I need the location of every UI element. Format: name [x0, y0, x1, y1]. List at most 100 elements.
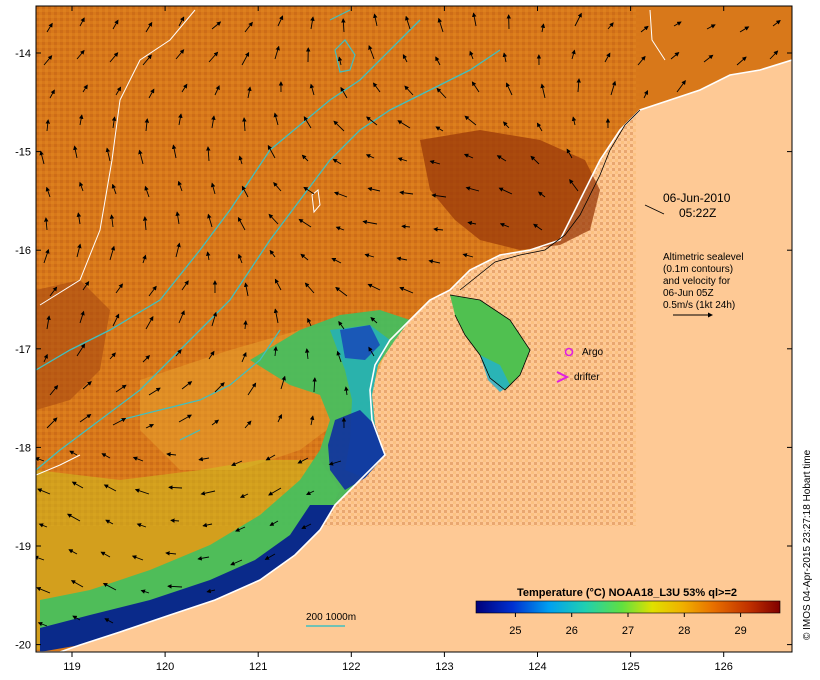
sst-hot-west — [36, 280, 110, 410]
velocity-arrow — [429, 160, 441, 165]
velocity-arrow — [145, 21, 153, 33]
velocity-arrow — [463, 153, 474, 159]
velocity-arrow — [333, 120, 345, 132]
y-tick-label: -14 — [15, 48, 31, 60]
velocity-arrow — [331, 258, 342, 264]
y-tick-label: -19 — [15, 541, 31, 553]
velocity-arrow — [328, 460, 342, 466]
velocity-arrow — [471, 81, 480, 93]
velocity-arrow — [309, 415, 315, 426]
velocity-arrow — [269, 249, 276, 258]
credit-text: © IMOS 04-Apr-2015 23:27:18 Hobart time — [802, 449, 813, 640]
velocity-arrow — [571, 116, 577, 126]
velocity-arrow — [210, 182, 216, 195]
velocity-arrow — [362, 219, 378, 225]
velocity-arrow — [367, 186, 381, 192]
velocity-arrow — [273, 182, 282, 192]
velocity-arrow — [437, 17, 444, 33]
drifter-label: drifter — [574, 372, 600, 383]
velocity-arrow — [502, 52, 508, 63]
velocity-arrow — [335, 226, 345, 231]
velocity-arrow — [230, 559, 243, 566]
velocity-arrow — [115, 86, 122, 96]
velocity-arrow — [38, 523, 48, 528]
velocity-arrow — [136, 523, 147, 528]
velocity-arrow — [637, 55, 646, 66]
sst-cold-coast — [40, 505, 335, 652]
x-tick-label: 125 — [621, 661, 639, 673]
velocity-arrow — [239, 493, 249, 498]
velocity-arrow — [134, 488, 150, 495]
velocity-arrow — [181, 381, 193, 390]
velocity-arrow — [574, 12, 582, 27]
velocity-arrow — [643, 90, 648, 99]
velocity-arrow — [502, 121, 510, 129]
velocity-arrow — [365, 154, 375, 159]
y-tick-label: -18 — [15, 442, 31, 454]
velocity-arrows — [36, 12, 781, 627]
velocity-arrow — [142, 54, 152, 66]
velocity-arrow — [703, 54, 714, 63]
x-tick-label: 119 — [63, 661, 81, 673]
velocity-arrow — [736, 56, 747, 66]
velocity-arrow — [467, 220, 477, 226]
velocity-arrow — [198, 456, 210, 462]
velocity-arrow — [178, 414, 192, 423]
colorbar-tick-label: 26 — [566, 625, 578, 637]
velocity-arrow — [569, 179, 579, 192]
velocity-arrow — [49, 286, 58, 297]
velocity-arrow — [435, 126, 444, 132]
altimetry-line-3: and velocity for — [663, 276, 731, 287]
colorbar: Temperature (°C) NOAA18_L3U 53% ql>=2 25… — [475, 587, 781, 637]
x-tick-label: 122 — [342, 661, 360, 673]
velocity-arrow — [274, 278, 282, 291]
velocity-arrow — [175, 242, 181, 258]
velocity-arrow — [211, 21, 222, 30]
velocity-arrow — [101, 453, 111, 459]
velocity-arrow — [37, 621, 48, 627]
velocity-arrow — [178, 113, 183, 126]
velocity-arrow — [397, 120, 411, 129]
velocity-arrow — [607, 22, 614, 30]
sealevel-contour-ne — [649, 9, 666, 61]
isobath-north — [329, 9, 356, 73]
velocity-arrow — [499, 222, 510, 228]
velocity-arrow — [241, 351, 247, 363]
velocity-arrow — [170, 518, 180, 523]
velocity-arrow — [469, 50, 474, 60]
velocity-arrow — [340, 86, 348, 99]
colorbar-tick-label: 27 — [622, 625, 634, 637]
velocity-arrow — [399, 190, 414, 195]
velocity-arrow — [333, 191, 348, 198]
velocity-arrow — [112, 19, 119, 30]
velocity-arrow — [772, 19, 781, 27]
velocity-arrow — [241, 185, 249, 198]
velocity-arrow — [148, 88, 155, 99]
velocity-arrow — [142, 254, 147, 264]
king-sound — [450, 295, 530, 390]
velocity-arrow — [82, 84, 88, 93]
velocity-arrow — [112, 313, 120, 327]
velocity-arrow — [175, 49, 185, 60]
velocity-arrow — [303, 116, 312, 129]
velocity-arrow — [105, 147, 111, 162]
velocity-arrow — [280, 375, 286, 390]
velocity-arrow — [103, 484, 117, 492]
velocity-arrow — [43, 248, 50, 264]
velocity-arrow — [312, 377, 317, 393]
velocity-arrow — [367, 283, 381, 291]
velocity-arrow — [43, 55, 53, 66]
x-axis: 119 120 121 122 123 124 125 126 — [63, 6, 733, 673]
velocity-arrow — [273, 308, 279, 324]
isobath-200m — [36, 19, 421, 371]
velocity-arrow — [399, 286, 414, 294]
velocity-arrow — [104, 618, 114, 624]
velocity-arrow — [405, 15, 411, 30]
velocity-arrow — [202, 522, 213, 528]
velocity-arrow — [498, 187, 513, 195]
velocity-arrow — [181, 83, 188, 93]
velocity-arrow — [540, 83, 546, 99]
velocity-arrow — [207, 213, 213, 228]
velocity-arrow — [566, 148, 573, 159]
velocity-arrow — [402, 54, 408, 63]
